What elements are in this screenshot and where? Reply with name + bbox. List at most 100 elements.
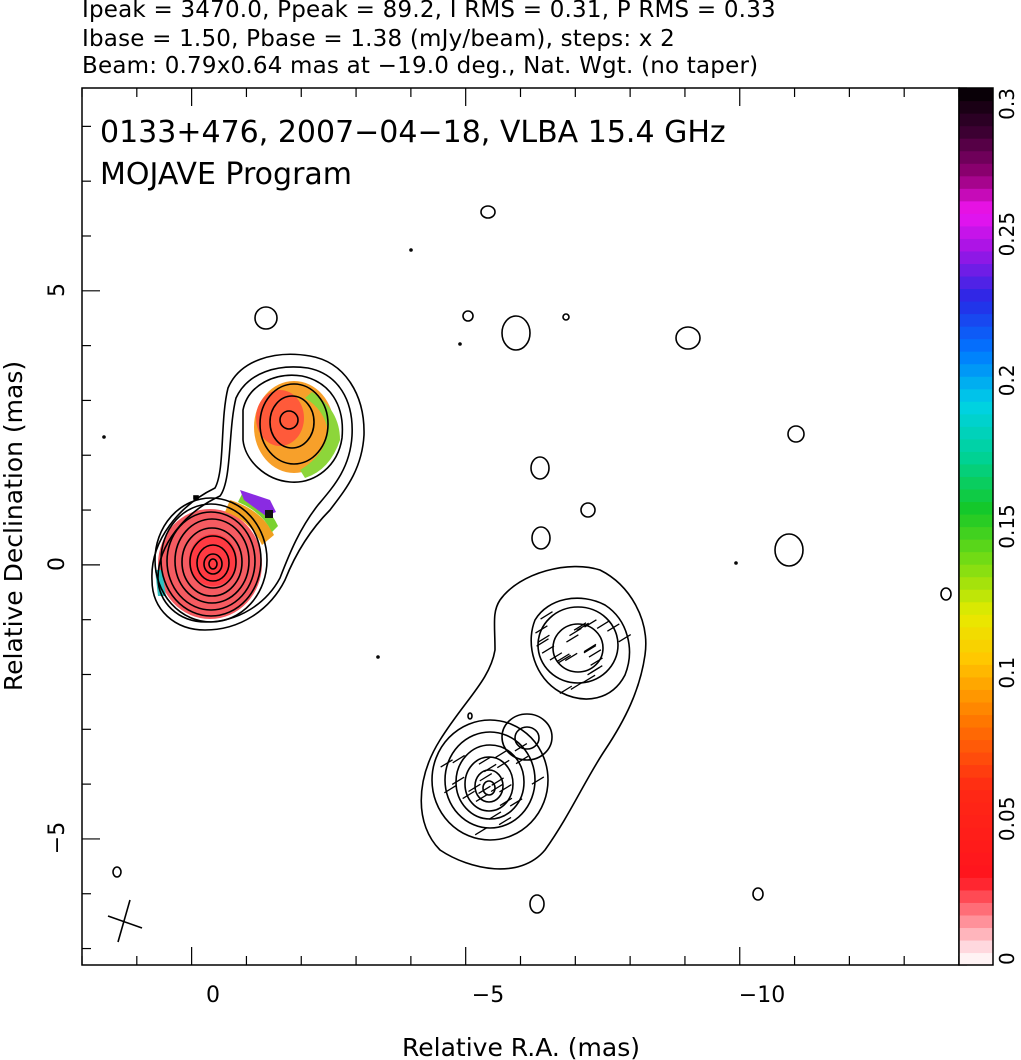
- contour-envelope-3: [242, 374, 344, 483]
- core-pol-rim-purple: [240, 490, 276, 516]
- colorbar-step: [959, 914, 993, 929]
- contour-noise: [102, 435, 106, 439]
- contour-core-1: [154, 497, 268, 623]
- evpa-vector: [607, 623, 620, 632]
- contour-lower-lobe-4: [464, 756, 514, 812]
- y-axis-label: Relative Declination (mas): [0, 361, 28, 691]
- colorbar-step: [959, 877, 993, 891]
- contour-noise: [580, 502, 596, 518]
- evpa-vector: [514, 743, 528, 752]
- evpa-vector: [531, 776, 545, 785]
- evpa-vector: [587, 666, 600, 676]
- core-pol-rim-green: [238, 494, 278, 532]
- colorbar-tick-label: 0.3: [995, 88, 1019, 120]
- colorbar-step: [959, 88, 993, 102]
- colorbar-step: [959, 664, 993, 678]
- contour-lower-knot: [501, 713, 553, 761]
- colorbar-step: [959, 351, 993, 365]
- colorbar-step: [959, 225, 993, 239]
- contour-noise: [529, 894, 545, 914]
- contour-lower-lobe-6: [482, 780, 496, 796]
- evpa-vector: [584, 619, 597, 628]
- core-pol-patch-center: [189, 534, 237, 586]
- evpa-vector: [566, 634, 579, 643]
- evpa-vector: [451, 776, 465, 786]
- colorbar: [959, 88, 993, 966]
- colorbar-step: [959, 413, 993, 427]
- colorbar-step: [959, 651, 993, 665]
- colorbar-frame: [958, 87, 994, 966]
- colorbar-step: [959, 839, 993, 853]
- colorbar-step: [959, 564, 993, 578]
- colorbar-step: [959, 614, 993, 628]
- evpa-vector: [496, 759, 510, 769]
- colorbar-tick-label: 0.05: [995, 797, 1019, 842]
- colorbar-step: [959, 764, 993, 778]
- evpa-vector: [583, 645, 597, 654]
- contour-core-9: [208, 558, 218, 570]
- colorbar-step: [959, 338, 993, 352]
- colorbar-step: [959, 188, 993, 202]
- evpa-vector: [576, 622, 590, 632]
- contour-core-3: [166, 511, 256, 611]
- colorbar-step: [959, 889, 993, 903]
- colorbar-tick-label: 0: [995, 952, 1019, 965]
- colorbar-step: [959, 125, 993, 139]
- evpa-vector: [468, 783, 481, 793]
- colorbar-step: [959, 939, 993, 954]
- colorbar-step: [959, 300, 993, 315]
- contour-noise: [112, 866, 122, 878]
- colorbar-tick-label: 0.1: [995, 657, 1019, 689]
- evpa-vector: [478, 756, 492, 765]
- colorbar-step: [959, 213, 993, 227]
- contour-noise: [467, 712, 473, 720]
- colorbar-step: [959, 263, 993, 277]
- colorbar-step: [959, 927, 993, 941]
- colorbar-tick-label: 0.2: [995, 364, 1019, 396]
- evpa-vector: [536, 638, 549, 647]
- contour-noise: [531, 526, 551, 550]
- colorbar-step: [959, 701, 993, 716]
- contour-noise: [501, 315, 531, 351]
- contour-noise: [376, 655, 380, 659]
- colorbar-step: [959, 275, 993, 290]
- colorbar-step: [959, 463, 993, 477]
- colorbar-tick-label: 0.25: [995, 212, 1019, 257]
- colorbar-step: [959, 551, 993, 565]
- evpa-vector: [535, 625, 548, 634]
- evpa-vector: [557, 653, 570, 662]
- evpa-vector: [573, 622, 587, 631]
- colorbar-labels: 0 0.05 0.1 0.15 0.2 0.25 0.3: [995, 88, 1019, 965]
- colorbar-step: [959, 388, 993, 402]
- evpa-vector: [540, 611, 553, 620]
- evpa-vector: [596, 620, 610, 629]
- colorbar-step: [959, 814, 993, 828]
- colorbar-step: [959, 100, 993, 114]
- colorbar-step: [959, 601, 993, 615]
- colorbar-step: [959, 175, 993, 189]
- contour-outer-lobe-2: [530, 597, 631, 700]
- colorbar-step: [959, 589, 993, 603]
- contour-noise: [734, 561, 738, 565]
- plot-title-line-1: 0133+476, 2007−04−18, VLBA 15.4 GHz: [100, 115, 726, 150]
- colorbar-step: [959, 476, 993, 490]
- contour-lower-knot-2: [514, 726, 540, 750]
- colorbar-step: [959, 501, 993, 515]
- colorbar-step: [959, 113, 993, 127]
- evpa-vector: [618, 633, 632, 643]
- evpa-vector: [444, 784, 457, 794]
- header-line-3: Beam: 0.79x0.64 mas at −19.0 deg., Nat. …: [82, 53, 759, 79]
- contour-outer-lobe: [420, 565, 647, 870]
- contour-core-2: [160, 503, 262, 617]
- contour-knot-1: [259, 383, 329, 465]
- evpa-vector: [479, 772, 493, 782]
- colorbar-step: [959, 739, 993, 753]
- colorbar-step: [959, 827, 993, 841]
- evpa-vectors: [440, 611, 632, 836]
- contour-noise: [409, 248, 413, 252]
- contour-outer-lobe-4: [552, 623, 604, 673]
- colorbar-step: [959, 789, 993, 803]
- evpa-vector: [509, 798, 523, 807]
- contour-noise: [458, 342, 462, 346]
